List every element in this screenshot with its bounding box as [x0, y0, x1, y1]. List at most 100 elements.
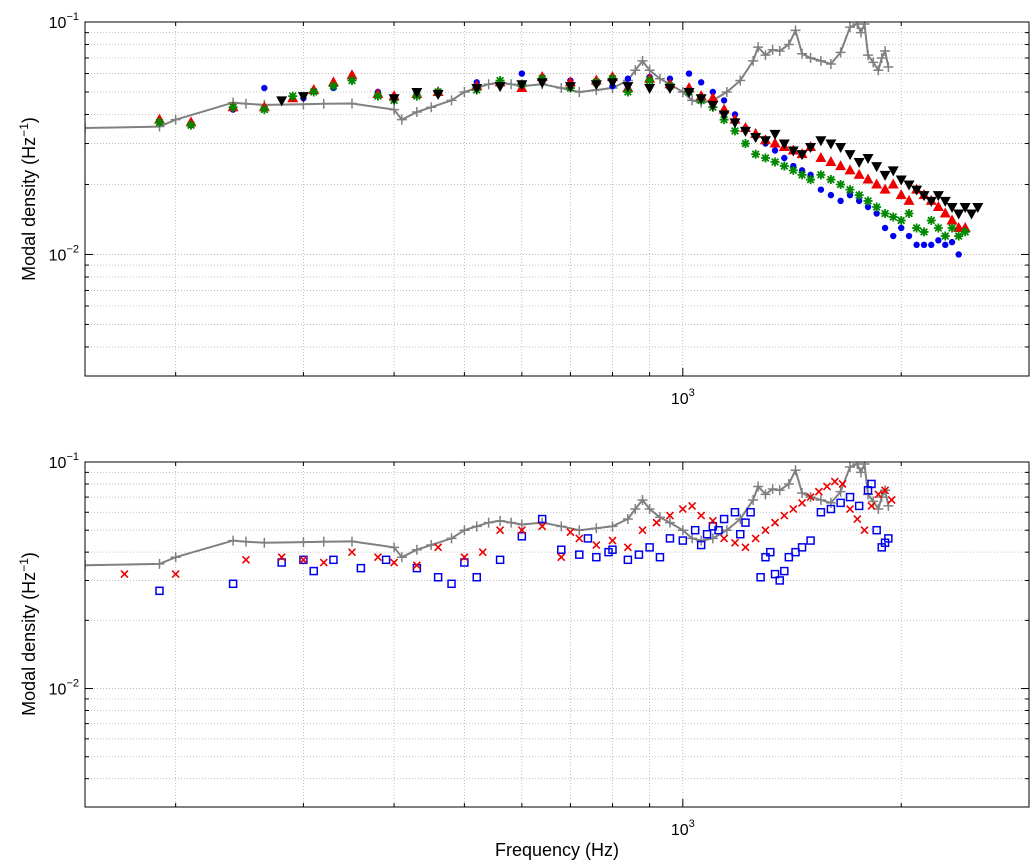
bottom-data-point [678, 504, 687, 514]
top-data-point [825, 58, 836, 69]
top-data-point [853, 168, 865, 179]
top-data-point [328, 81, 338, 91]
bottom-data-point [608, 536, 617, 545]
top-data-point [837, 197, 844, 205]
top-data-point [753, 42, 764, 53]
top-data-point [769, 129, 781, 140]
top-data-point [697, 79, 705, 86]
bottom-data-point [784, 552, 794, 562]
top-data-point [905, 232, 913, 240]
bottom-data-point [721, 525, 732, 536]
top-data-point [495, 76, 505, 86]
bottom-data-point [714, 525, 723, 535]
bottom-data-point [447, 579, 456, 589]
bottom-data-point [780, 566, 789, 576]
top-data-point [864, 203, 872, 211]
bottom-data-point [751, 534, 760, 543]
bottom-data-point [688, 501, 697, 510]
top-data-point [769, 137, 781, 148]
top-data-point [959, 203, 971, 214]
top-data-point [855, 27, 866, 38]
top-data-point [787, 146, 799, 157]
top-data-point [774, 46, 785, 57]
bottom-data-point [299, 555, 308, 564]
bottom-data-point [170, 552, 181, 563]
bottom-data-point [460, 553, 469, 562]
bottom-data-point [277, 558, 286, 567]
top-data-point [887, 166, 899, 177]
top-data-point [895, 175, 907, 186]
top-data-point [871, 162, 883, 173]
top-data-point [740, 139, 750, 149]
bottom-data-point [690, 525, 700, 535]
bottom-data-point [592, 552, 601, 562]
bottom-data-point [720, 534, 729, 543]
top-data-point [816, 170, 826, 180]
bottom-data-point [748, 494, 759, 505]
top-data-point [863, 50, 874, 61]
top-data-point [933, 223, 943, 233]
bottom-data-point [774, 485, 785, 496]
top-data-point [622, 82, 634, 93]
bottom-data-point [516, 519, 527, 530]
bottom-data-point [836, 498, 845, 508]
top-data-point [186, 120, 196, 130]
bottom-y-tick-label: 10−1 [49, 451, 79, 472]
top-data-point [778, 139, 790, 150]
top-data-point [827, 191, 835, 199]
bottom-x-tick-label: 103 [671, 818, 695, 839]
bottom-data-point [356, 563, 366, 573]
bottom-data-point [756, 572, 765, 582]
bottom-data-point [730, 538, 740, 547]
top-data-point [925, 196, 937, 207]
bottom-data-point [696, 535, 707, 546]
bottom-data-point [495, 555, 505, 565]
top-data-point [797, 170, 807, 180]
top-data-point [654, 73, 665, 84]
top-data-point [760, 50, 771, 61]
bottom-series-line [85, 462, 890, 567]
bottom-data-point [566, 528, 575, 537]
bottom-data-point [822, 482, 832, 491]
top-data-point [825, 155, 837, 166]
top-series-triangle-down [276, 78, 984, 220]
top-data-point [873, 65, 884, 76]
bottom-data-point [761, 552, 770, 562]
top-data-point [259, 105, 269, 115]
bottom-data-point [517, 526, 526, 535]
top-data-point [940, 231, 950, 241]
bottom-data-point [854, 501, 864, 511]
bottom-data-point [607, 521, 618, 532]
bottom-data-point [816, 508, 826, 517]
top-data-point [154, 117, 164, 127]
top-data-point [890, 232, 897, 240]
bottom-data-point [872, 525, 881, 535]
bottom-data-point [884, 534, 893, 543]
top-data-point [318, 98, 329, 109]
top-data-point [817, 186, 825, 193]
top-data-point [685, 70, 693, 77]
top-data-point [644, 84, 656, 95]
bottom-data-point [736, 529, 745, 539]
top-data-point [788, 165, 798, 175]
bottom-data-point [630, 504, 641, 515]
bottom-data-point [789, 504, 798, 514]
bottom-data-point [797, 487, 808, 498]
bottom-data-point [557, 553, 566, 562]
top-data-point [411, 87, 423, 98]
top-data-point [783, 39, 794, 50]
top-data-point [946, 214, 958, 225]
bottom-data-point [623, 543, 632, 552]
top-data-point [85, 122, 90, 133]
top-data-point [859, 22, 870, 30]
top-data-point [805, 142, 817, 153]
top-data-point [946, 203, 958, 214]
top-data-point [855, 197, 863, 205]
top-series-asterisk [154, 74, 970, 241]
bottom-data-point [373, 553, 382, 562]
top-data-point [796, 150, 808, 161]
bottom-data-point [797, 498, 807, 507]
bottom-data-point [154, 558, 165, 569]
bottom-data-point [396, 552, 407, 563]
